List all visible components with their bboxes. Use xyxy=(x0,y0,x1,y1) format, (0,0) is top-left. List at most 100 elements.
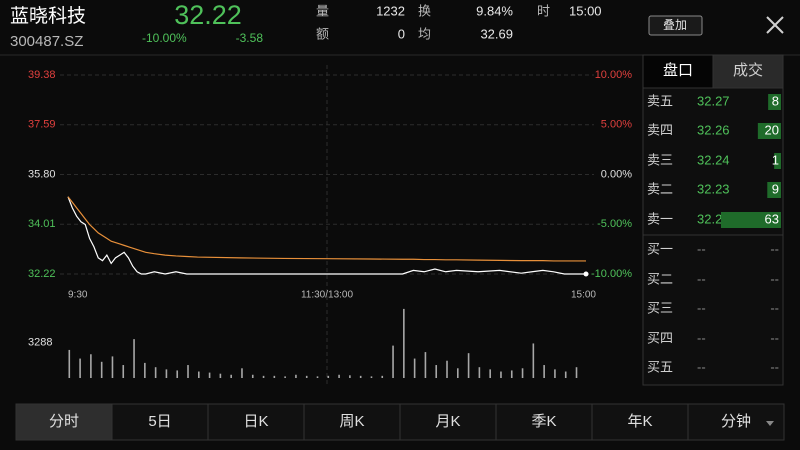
volume-bar xyxy=(90,354,92,378)
close-button[interactable] xyxy=(766,16,784,34)
volume-bar xyxy=(554,369,556,378)
period-tab-label[interactable]: 日K xyxy=(243,413,268,430)
order-book-tab-label[interactable]: 成交 xyxy=(733,61,763,79)
order-price: -- xyxy=(697,271,706,286)
volume-bar xyxy=(122,365,125,378)
order-book-tab[interactable] xyxy=(642,54,714,89)
order-book-tab-label[interactable]: 盘口 xyxy=(663,61,693,79)
volume-bar xyxy=(305,375,308,378)
order-volume: 9 xyxy=(772,181,779,196)
price-line xyxy=(67,196,586,262)
order-volume: 1 xyxy=(772,152,779,167)
volume-bar xyxy=(133,339,135,378)
order-volume: 63 xyxy=(765,211,779,226)
y-tick-label: 39.38 xyxy=(28,69,56,81)
volume-bar xyxy=(467,353,470,378)
last-price: 32.22 xyxy=(174,0,242,30)
volume-bar xyxy=(532,343,535,378)
y-tick-label: 32.22 xyxy=(28,268,56,280)
price-line xyxy=(67,196,586,275)
order-volume-bar xyxy=(757,123,781,139)
volume-bar xyxy=(338,374,340,378)
period-tab-label[interactable]: 周K xyxy=(339,413,364,430)
volume-bar xyxy=(424,352,427,378)
close-icon[interactable] xyxy=(766,16,784,34)
period-tab-label[interactable]: 5日 xyxy=(148,413,171,430)
order-label: 卖五 xyxy=(647,93,673,108)
stat-label: 换 xyxy=(418,3,431,18)
y-tick-label: 37.59 xyxy=(28,119,56,131)
order-label: 买四 xyxy=(647,330,673,345)
volume-bar xyxy=(564,371,567,378)
volume-bar xyxy=(543,365,545,378)
stat-label: 均 xyxy=(418,26,431,41)
volume-bar xyxy=(295,374,297,378)
volume-bar xyxy=(111,356,114,378)
volume-bar xyxy=(165,369,168,378)
y2-tick-label: 5.00% xyxy=(601,119,632,131)
dropdown-arrow[interactable] xyxy=(766,421,774,426)
change: -3.58 xyxy=(236,31,264,45)
volume-bar xyxy=(79,358,81,378)
volume-bar xyxy=(219,373,222,378)
x-tick-label: 15:00 xyxy=(571,290,596,301)
period-tab-label[interactable]: 月K xyxy=(435,413,460,430)
y2-tick-label: -5.00% xyxy=(597,218,632,230)
period-tab-label[interactable]: 季K xyxy=(531,413,556,430)
order-label: 买一 xyxy=(647,241,673,256)
order-label: 卖四 xyxy=(647,122,673,137)
volume-bar xyxy=(403,308,405,378)
order-price: -- xyxy=(697,300,706,315)
stock-code: 300487.SZ xyxy=(10,33,83,50)
x-tick-label: 11:30/13:00 xyxy=(301,290,354,301)
stock-name: 蓝晓科技 xyxy=(10,5,86,27)
volume-bar xyxy=(500,371,502,378)
volume-bar xyxy=(575,367,578,378)
volume-bar xyxy=(435,365,438,378)
volume-bar xyxy=(316,376,319,378)
stat-value: 1232 xyxy=(376,3,405,18)
order-label: 买二 xyxy=(647,271,673,286)
order-volume-bar xyxy=(721,212,781,228)
overlay-button-label[interactable]: 叠加 xyxy=(663,18,687,32)
volume-bar xyxy=(230,374,232,378)
period-tab-label[interactable]: 分时 xyxy=(49,413,79,430)
volume-bar xyxy=(154,367,157,378)
volume-bar xyxy=(349,375,351,378)
volume-tick-label: 3288 xyxy=(28,336,52,348)
volume-bar xyxy=(241,368,243,378)
volume-bar xyxy=(370,376,373,378)
stat-label: 额 xyxy=(316,26,329,41)
volume-bar xyxy=(392,345,394,378)
order-price: -- xyxy=(697,241,706,256)
order-volume: 8 xyxy=(772,93,779,108)
volume-bar xyxy=(284,376,286,378)
volume-bar xyxy=(446,360,448,378)
volume-bar xyxy=(510,370,513,378)
volume-bar xyxy=(262,375,265,378)
volume-bar xyxy=(273,375,276,378)
volume-bar xyxy=(478,367,481,378)
order-book-tab[interactable] xyxy=(712,54,784,89)
volume-bar xyxy=(381,375,384,378)
y2-tick-label: 10.00% xyxy=(595,69,633,81)
period-tab-label[interactable]: 年K xyxy=(627,413,652,430)
period-tab[interactable] xyxy=(687,403,785,441)
period-tab-label[interactable]: 分钟 xyxy=(721,413,751,430)
volume-bar xyxy=(176,370,179,378)
period-tab[interactable] xyxy=(15,403,113,441)
stat-value: 15:00 xyxy=(569,3,602,18)
overlay-button[interactable] xyxy=(648,15,703,36)
volume-bar xyxy=(489,369,491,378)
order-volume: -- xyxy=(770,271,779,286)
y2-tick-label: -10.00% xyxy=(591,268,632,280)
order-volume: -- xyxy=(770,300,779,315)
volume-bar xyxy=(251,374,254,378)
last-point xyxy=(583,271,589,277)
volume-bar xyxy=(208,372,211,378)
change-pct: -10.00% xyxy=(142,31,187,45)
x-tick-label: 9:30 xyxy=(68,290,88,301)
y-tick-label: 35.80 xyxy=(28,168,56,180)
